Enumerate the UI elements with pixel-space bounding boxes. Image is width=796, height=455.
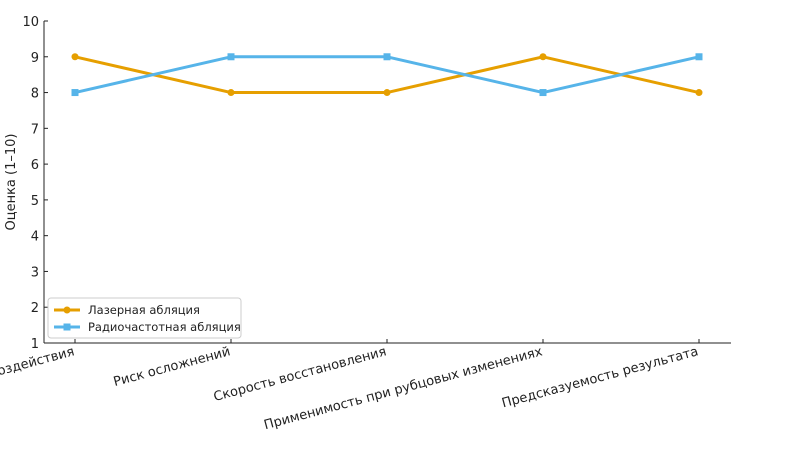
y-tick-label: 8 bbox=[31, 87, 39, 102]
legend: Лазерная абляция Радиочастотная абляция bbox=[47, 297, 242, 339]
y-tick-label: 2 bbox=[31, 301, 39, 316]
series-2-point bbox=[383, 53, 391, 61]
y-tick-label: 10 bbox=[22, 15, 39, 30]
series-2-point bbox=[539, 89, 547, 97]
series-1-point bbox=[71, 53, 79, 61]
legend-swatch-marker bbox=[63, 306, 71, 314]
series-2-point bbox=[71, 89, 79, 97]
legend-swatch-marker bbox=[63, 323, 71, 331]
x-tick-label: Риск осложнений bbox=[112, 344, 232, 390]
series-1-point bbox=[383, 89, 391, 97]
y-tick-label: 9 bbox=[31, 51, 39, 66]
series-layer bbox=[71, 53, 703, 97]
legend-label: Радиочастотная абляция bbox=[88, 320, 241, 334]
axes bbox=[43, 21, 731, 344]
series-1-point bbox=[539, 53, 547, 61]
y-tick-label: 5 bbox=[31, 194, 39, 209]
y-tick-label: 4 bbox=[31, 230, 39, 245]
series-line-2 bbox=[74, 55, 700, 95]
series-2-point bbox=[695, 53, 703, 61]
legend-label: Лазерная абляция bbox=[88, 303, 200, 317]
series-line-1 bbox=[74, 55, 700, 95]
legend-box bbox=[47, 297, 242, 339]
x-tick-label: Точность воздействия bbox=[0, 344, 76, 398]
series-2-point bbox=[227, 53, 235, 61]
y-tick-label: 6 bbox=[31, 158, 39, 173]
x-tick-label: Применимость при рубцовых изменениях bbox=[262, 344, 544, 433]
y-tick-label: 1 bbox=[31, 337, 39, 352]
y-ticks: 1 2 3 4 5 6 7 8 9 10 bbox=[22, 15, 48, 352]
y-axis-title: Оценка (1–10) bbox=[4, 134, 19, 231]
y-tick-label: 7 bbox=[31, 122, 39, 137]
series-1-point bbox=[695, 89, 703, 97]
series-1-point bbox=[227, 89, 235, 97]
y-tick-label: 3 bbox=[31, 265, 39, 280]
